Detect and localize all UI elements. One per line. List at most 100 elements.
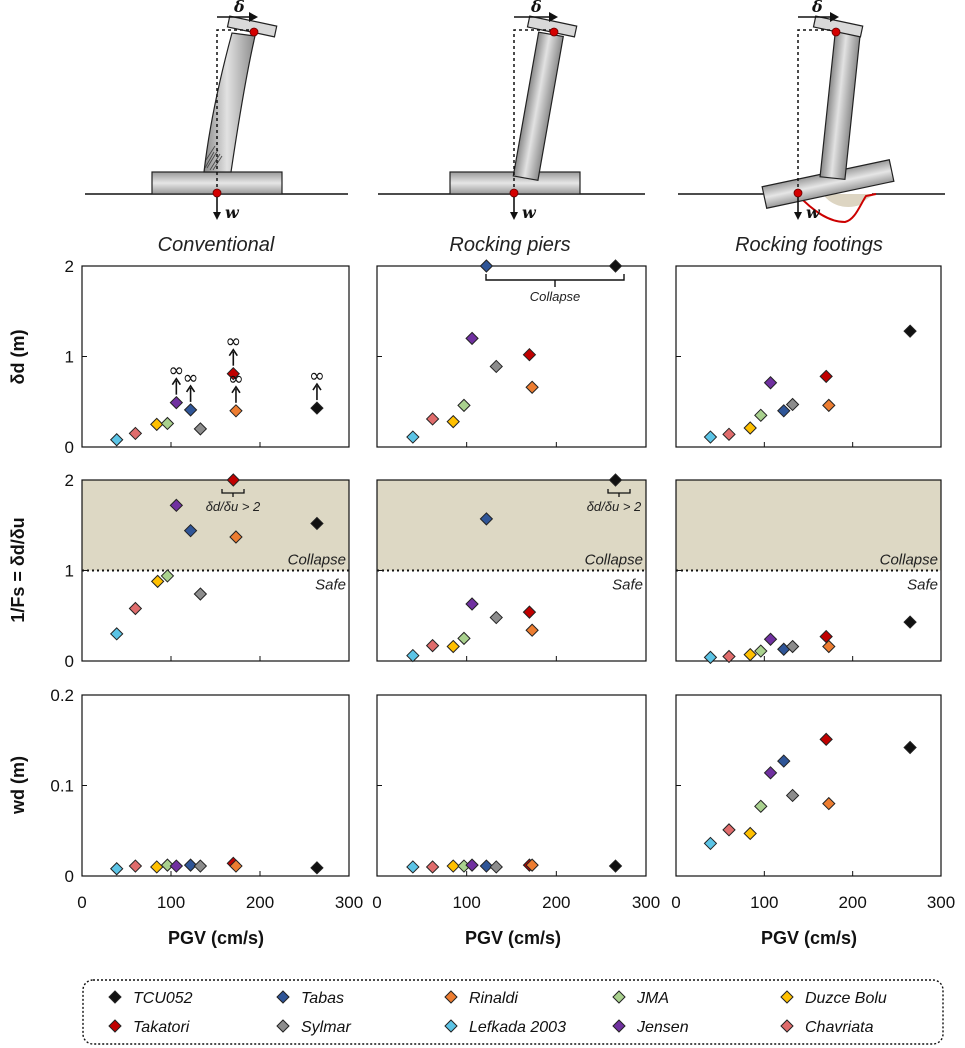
legend-label: Tabas: [301, 990, 344, 1007]
legend-marker: [276, 1019, 290, 1033]
ratio-annotation: δd/δu > 2: [206, 499, 261, 514]
infinity-symbol: ∞: [309, 365, 325, 387]
data-point-tabas: [183, 523, 198, 538]
data-point-jensen: [763, 766, 778, 780]
legend-label: JMA: [636, 990, 669, 1007]
data-point-duzce-bolu: [150, 574, 165, 589]
column-title-rocking-piers: Rocking piers: [449, 234, 570, 256]
w-label: w: [806, 203, 821, 222]
panel-conventional-3: 0 0.1 0.2 0 100 200 300: [50, 686, 363, 912]
legend-label: Rinaldi: [469, 990, 518, 1007]
data-point-tcu052: [903, 740, 917, 755]
plot-frame: [81, 265, 350, 448]
ratio-annotation: δd/δu > 2: [587, 499, 642, 514]
collapse-label: Collapse: [288, 552, 346, 569]
legend-label: Chavriata: [805, 1019, 874, 1036]
y-axis-label-displacement: δd (m): [8, 330, 28, 385]
x-axis-label: PGV (cm/s): [465, 928, 561, 948]
infinity-symbol: ∞: [168, 360, 184, 382]
data-point-takatori: [226, 366, 241, 381]
data-point-lefkada-2003: [110, 627, 124, 641]
data-point-sylmar: [193, 859, 208, 873]
y-tick-label: 0.2: [50, 686, 74, 705]
data-point-jma: [160, 416, 175, 431]
legend-marker: [612, 990, 626, 1004]
data-point-sylmar: [193, 422, 208, 436]
panel-rocking-piers-2: Collapse Safe: [376, 473, 647, 663]
data-point-sylmar: [785, 639, 800, 654]
legend-item-tcu052: TCU052: [108, 990, 193, 1007]
legend-item-duzce-bolu: Duzce Bolu: [780, 990, 887, 1007]
data-point-chavriata: [425, 860, 440, 874]
data-point-lefkada-2003: [703, 836, 718, 851]
collapse-region: [377, 480, 646, 571]
panel-conventional-2: Collapse Safe 0 1 2: [65, 471, 350, 671]
data-point-jensen: [763, 632, 778, 646]
data-point-rinaldi: [822, 639, 836, 654]
data-point-rinaldi: [525, 623, 539, 637]
collapse-label: Collapse: [880, 552, 938, 569]
data-point-chavriata: [722, 427, 736, 442]
legend-marker: [108, 990, 122, 1004]
w-label: w: [522, 203, 537, 222]
ratio-bracket-rocking-piers: δd/δu > 2: [587, 489, 642, 514]
x-tick-label: 100: [157, 893, 185, 912]
x-axis-label: PGV (cm/s): [761, 928, 857, 948]
collapse-region: [82, 480, 349, 571]
data-point-tcu052: [903, 324, 917, 338]
data-point-jma: [160, 858, 175, 872]
data-point-takatori: [819, 629, 833, 644]
legend-item-lefkada-2003: Lefkada 2003: [444, 1019, 566, 1036]
panel-rocking-piers-3: 0 100 200 300: [372, 694, 660, 912]
data-point-chavriata: [722, 649, 736, 664]
delta-label: δ: [233, 0, 245, 16]
legend-item-tabas: Tabas: [276, 990, 344, 1007]
infinity-arrow: ∞: [183, 367, 198, 402]
data-point-lefkada-2003: [703, 650, 718, 665]
infinity-symbol: ∞: [225, 331, 241, 353]
data-point-duzce-bolu: [743, 647, 757, 662]
data-point-takatori: [522, 605, 537, 619]
y-tick-label: 0.1: [50, 777, 74, 796]
y-tick-label: 2: [65, 471, 74, 490]
data-point-chavriata: [425, 412, 440, 426]
legend-item-rinaldi: Rinaldi: [444, 990, 518, 1007]
infinity-arrow: ∞: [168, 360, 184, 395]
data-point-takatori: [819, 732, 833, 747]
data-point-tcu052: [608, 473, 623, 487]
x-tick-label: 200: [542, 893, 570, 912]
data-point-rinaldi: [822, 796, 836, 811]
legend-marker: [108, 1019, 122, 1033]
data-point-jma: [754, 644, 768, 658]
y-tick-label: 1: [65, 562, 74, 581]
collapse-annotation: Collapse: [530, 289, 581, 304]
data-point-duzce-bolu: [150, 860, 164, 874]
y-tick-label: 0: [65, 867, 74, 886]
legend-label: TCU052: [133, 990, 193, 1007]
data-point-rinaldi: [229, 859, 243, 873]
panel-rocking-footings-2: Collapse Safe: [675, 479, 942, 665]
legend-item-jma: JMA: [612, 990, 669, 1007]
data-point-duzce-bolu: [446, 639, 460, 654]
w-label: w: [225, 203, 240, 222]
legend-box: [82, 979, 944, 1045]
x-tick-label: 0: [77, 893, 86, 912]
safe-label: Safe: [315, 577, 346, 594]
y-tick-label: 0: [65, 438, 74, 457]
data-point-rinaldi: [525, 380, 539, 394]
data-point-jensen: [465, 597, 479, 611]
data-point-tabas: [777, 404, 791, 418]
schematic-conventional: δ w: [85, 0, 348, 222]
data-point-rinaldi: [525, 858, 539, 872]
data-point-jensen: [169, 395, 184, 410]
y-axis-label-safety-factor: 1/Fs = δd/δu: [8, 517, 28, 622]
data-point-sylmar: [489, 610, 503, 625]
data-point-lefkada-2003: [406, 648, 420, 663]
data-point-tcu052: [310, 516, 324, 531]
data-point-chavriata: [128, 426, 143, 441]
data-point-takatori: [226, 473, 241, 487]
legend-label: Takatori: [133, 1019, 190, 1036]
legend-marker: [780, 1019, 794, 1033]
column-title-rocking-footings: Rocking footings: [735, 234, 883, 256]
